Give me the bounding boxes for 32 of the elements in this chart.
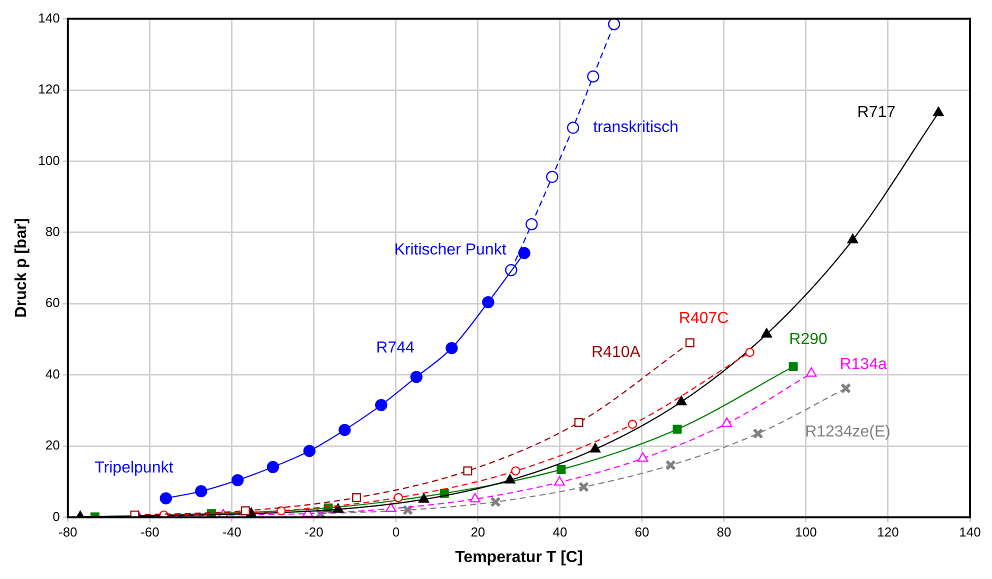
x-axis-title: Temperatur T [C]: [455, 548, 583, 566]
y-tick-label: 80: [45, 224, 60, 239]
series-label: R410A: [591, 344, 641, 362]
annotation: transkritisch: [593, 119, 678, 136]
x-tick-label: 60: [634, 524, 650, 540]
series-label: R290: [789, 331, 828, 348]
annotation: Kritischer Punkt: [394, 241, 507, 258]
x-tick-label: 100: [795, 524, 817, 540]
series-label: R134a: [840, 356, 887, 373]
series-label: R717: [857, 104, 896, 122]
x-tick-label: -60: [140, 524, 160, 540]
x-tick-label: 20: [470, 524, 486, 540]
series-label: R744: [376, 339, 414, 356]
x-tick-label: -40: [222, 524, 242, 540]
series-label: R1234ze(E): [805, 424, 890, 441]
y-tick-label: 120: [38, 82, 60, 97]
y-tick-label: 20: [45, 438, 60, 453]
y-axis-title: Druck p [bar]: [13, 218, 30, 318]
x-tick-label: 140: [959, 524, 981, 540]
x-tick-label: 0: [392, 524, 400, 540]
series-label: R407C: [678, 310, 729, 327]
x-tick-label: 40: [552, 524, 568, 540]
x-tick-label: -20: [304, 524, 324, 540]
y-tick-label: 100: [38, 152, 60, 168]
x-tick-label: -80: [58, 524, 78, 540]
annotation: Tripelpunkt: [94, 460, 174, 477]
y-tick-label: 60: [45, 295, 60, 310]
x-tick-label: 80: [716, 524, 732, 540]
y-tick-label: 0: [52, 508, 60, 524]
y-tick-label: 140: [38, 10, 60, 26]
y-tick-label: 40: [45, 366, 60, 382]
x-tick-label: 120: [877, 524, 899, 540]
